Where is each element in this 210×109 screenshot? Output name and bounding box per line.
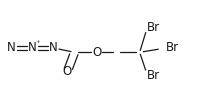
Text: N: N [49,41,58,54]
Text: Br: Br [166,41,179,54]
Text: Br: Br [147,21,160,34]
Text: Br: Br [147,69,160,82]
Text: O: O [92,46,101,59]
Text: ⁺: ⁺ [36,39,40,48]
Text: N: N [7,41,16,54]
Text: N: N [28,41,37,54]
Text: O: O [63,65,72,78]
